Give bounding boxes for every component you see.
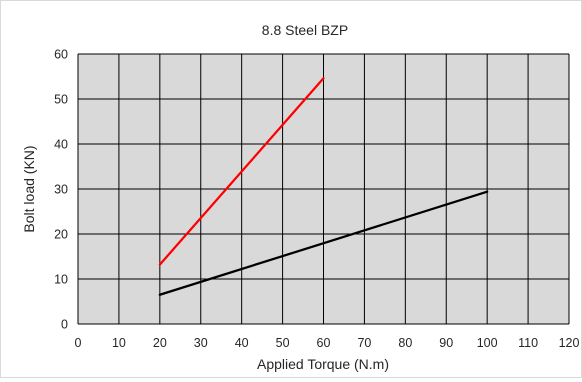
series-line-2 [158, 190, 489, 296]
y-tick-label: 50 [54, 93, 68, 107]
x-tick-label: 40 [235, 336, 249, 350]
y-axis-ticks: 0 10 20 30 40 50 60 [54, 48, 68, 332]
x-tick-label: 0 [75, 336, 82, 350]
x-tick-label: 90 [439, 336, 453, 350]
y-tick-label: 40 [54, 138, 68, 152]
y-tick-label: 30 [54, 183, 68, 197]
x-axis-ticks: 0 10 20 30 40 50 60 70 80 90 100 110 120 [75, 336, 580, 350]
x-axis-label: Applied Torque (N.m) [257, 356, 389, 372]
y-tick-label: 20 [54, 228, 68, 242]
x-tick-label: 50 [276, 336, 290, 350]
gridlines [77, 53, 570, 325]
y-axis-label: Bolt load (KN) [21, 145, 37, 232]
chart-title: 8.8 Steel BZP [262, 22, 348, 38]
x-tick-label: 80 [398, 336, 412, 350]
x-tick-label: 120 [559, 336, 580, 350]
x-tick-label: 30 [194, 336, 208, 350]
x-tick-label: 100 [477, 336, 498, 350]
x-tick-label: 10 [112, 336, 126, 350]
x-tick-label: 70 [357, 336, 371, 350]
y-tick-label: 0 [61, 318, 68, 332]
series-line-1 [158, 77, 325, 266]
x-tick-label: 20 [153, 336, 167, 350]
series-layer [158, 77, 489, 296]
y-tick-label: 60 [54, 48, 68, 62]
y-tick-label: 10 [54, 273, 68, 287]
x-tick-label: 60 [317, 336, 331, 350]
x-tick-label: 110 [518, 336, 538, 350]
